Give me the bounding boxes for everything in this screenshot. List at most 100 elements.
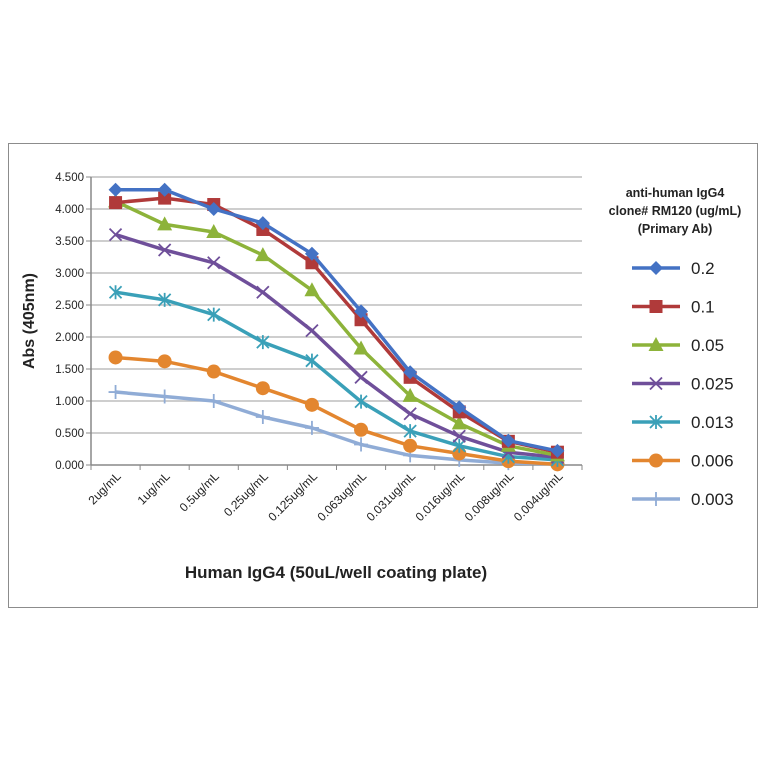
series-line [114, 199, 558, 458]
square-marker [158, 191, 172, 205]
diamond-marker [108, 182, 123, 197]
y-tick-label: 3.500 [55, 236, 84, 248]
triangle-marker [304, 282, 320, 297]
plus-marker [108, 385, 123, 400]
x-tick-label: 0.125ug/mL [265, 469, 320, 524]
y-tick-label: 0.000 [55, 460, 84, 472]
plus-marker [157, 389, 172, 404]
y-tick-label: 0.500 [55, 428, 84, 440]
x-tick-label: 2ug/mL [85, 469, 123, 507]
y-tick-label: 4.500 [55, 172, 84, 184]
x-marker [403, 407, 417, 421]
star-marker [158, 292, 172, 307]
circle-marker [354, 422, 369, 437]
star-marker [452, 438, 466, 453]
x-marker [452, 429, 466, 443]
x-marker [256, 285, 270, 299]
series-line [115, 290, 558, 462]
star-marker [354, 394, 368, 409]
plus-marker [354, 437, 369, 452]
triangle-marker [206, 224, 222, 239]
circle-marker [304, 397, 319, 412]
y-tick-label: 2.000 [55, 332, 84, 344]
diamond-marker [354, 304, 369, 319]
legend-item: 0.013 [632, 413, 734, 432]
star-marker [305, 353, 319, 368]
y-tick-label: 2.500 [55, 300, 84, 312]
circle-marker [649, 453, 663, 468]
series-line [115, 232, 558, 460]
star-marker [649, 415, 663, 429]
legend-label: 0.025 [691, 375, 734, 394]
y-tick-label: 1.000 [55, 396, 84, 408]
legend-label: 0.05 [691, 336, 724, 355]
x-tick-label: 0.5ug/mL [177, 469, 223, 515]
x-marker [158, 243, 172, 257]
diamond-marker [157, 182, 172, 197]
x-marker [207, 256, 221, 270]
circle-marker [255, 381, 270, 396]
diamond-marker [550, 443, 565, 458]
x-tick-label: 0.016ug/mL [413, 469, 468, 524]
legend-label: 0.006 [691, 452, 734, 471]
square-marker [649, 300, 663, 313]
plus-marker [206, 394, 221, 408]
x-tick-label: 0.063ug/mL [314, 469, 369, 524]
x-tick-label: 0.031ug/mL [364, 469, 419, 524]
legend-item: 0.05 [632, 336, 724, 355]
circle-marker [108, 350, 123, 365]
diamond-marker [255, 216, 270, 231]
circle-marker [206, 364, 221, 379]
series-0.2 [108, 182, 565, 458]
x-marker [649, 376, 663, 391]
y-tick-label: 4.000 [55, 204, 84, 216]
legend-title: (Primary Ab) [638, 222, 713, 236]
x-marker [305, 323, 319, 338]
triangle-marker [255, 247, 271, 262]
legend-title: anti-human IgG4 [626, 186, 725, 200]
triangle-marker [157, 216, 173, 231]
series-line [115, 355, 558, 467]
diamond-marker [403, 365, 418, 380]
legend-title: clone# RM120 (ug/mL) [609, 204, 742, 218]
square-marker [109, 196, 123, 210]
legend-item: 0.006 [632, 452, 734, 471]
legend-label: 0.003 [691, 490, 734, 509]
series-line [115, 188, 558, 453]
legend-item: 0.2 [632, 259, 715, 278]
diamond-marker [452, 400, 467, 415]
triangle-marker [451, 415, 467, 430]
diamond-marker [304, 246, 319, 261]
x-marker [354, 370, 368, 384]
chart-frame [8, 143, 758, 608]
y-tick-label: 3.000 [55, 268, 84, 280]
x-tick-label: 1ug/mL [135, 469, 173, 507]
star-marker [108, 285, 123, 300]
triangle-marker [353, 340, 369, 355]
star-marker [207, 307, 221, 322]
legend-item: 0.003 [632, 490, 734, 509]
series-0.025 [108, 227, 565, 464]
triangle-marker [402, 387, 418, 402]
legend-item: 0.025 [632, 375, 734, 394]
y-axis-label: Abs (405nm) [21, 273, 38, 369]
plus-marker [649, 492, 663, 506]
legend-label: 0.2 [691, 259, 715, 278]
diamond-marker [649, 261, 663, 275]
circle-marker [157, 354, 172, 369]
x-tick-label: 0.008ug/mL [462, 469, 517, 524]
legend-label: 0.1 [691, 298, 715, 317]
x-marker [108, 227, 123, 242]
triangle-marker [648, 337, 664, 351]
series-line [115, 390, 558, 466]
plus-marker [304, 420, 319, 435]
diamond-marker [501, 433, 516, 448]
y-tick-label: 1.500 [55, 364, 84, 376]
circle-marker [403, 438, 418, 453]
legend-label: 0.013 [691, 413, 734, 432]
series-line [115, 196, 558, 454]
x-axis-label: Human IgG4 (50uL/well coating plate) [185, 563, 487, 582]
plus-marker [255, 410, 270, 424]
series-0.05 [108, 193, 565, 462]
